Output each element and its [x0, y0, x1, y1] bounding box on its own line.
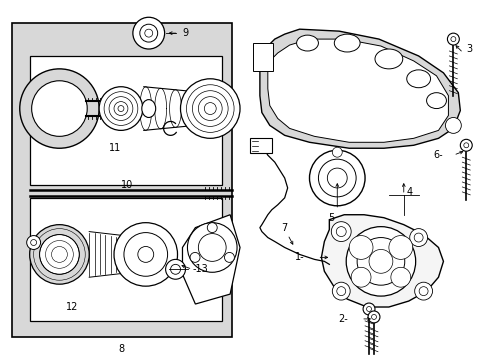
Text: 1-: 1-: [294, 252, 304, 262]
Circle shape: [198, 96, 222, 121]
Circle shape: [336, 227, 346, 237]
Text: 11: 11: [109, 143, 121, 153]
Circle shape: [371, 314, 376, 319]
Polygon shape: [12, 23, 232, 337]
Circle shape: [27, 235, 41, 249]
Circle shape: [356, 238, 404, 285]
Circle shape: [224, 252, 234, 262]
Circle shape: [114, 102, 128, 116]
Circle shape: [348, 235, 372, 260]
Circle shape: [350, 267, 370, 287]
Text: 10: 10: [121, 180, 133, 190]
Circle shape: [336, 287, 345, 296]
Circle shape: [20, 69, 99, 148]
Polygon shape: [259, 29, 459, 148]
Text: 2-: 2-: [338, 314, 347, 324]
Text: 3: 3: [466, 44, 471, 54]
Polygon shape: [30, 56, 222, 185]
Circle shape: [170, 264, 180, 274]
Circle shape: [447, 33, 458, 45]
Text: -13: -13: [192, 264, 208, 274]
Circle shape: [326, 168, 346, 188]
Circle shape: [180, 79, 240, 138]
Circle shape: [346, 227, 415, 296]
Circle shape: [104, 92, 138, 125]
Circle shape: [31, 239, 37, 246]
Text: 9: 9: [182, 28, 188, 38]
Circle shape: [204, 103, 216, 114]
Circle shape: [414, 282, 432, 300]
Circle shape: [118, 105, 123, 112]
Circle shape: [409, 229, 427, 247]
Circle shape: [445, 117, 460, 133]
Circle shape: [123, 233, 167, 276]
Text: 12: 12: [66, 302, 79, 312]
Circle shape: [450, 37, 455, 41]
Circle shape: [40, 235, 79, 274]
Bar: [249, 138, 271, 153]
Ellipse shape: [142, 100, 155, 117]
Circle shape: [459, 139, 471, 151]
Polygon shape: [182, 215, 240, 304]
Circle shape: [190, 252, 200, 262]
Ellipse shape: [426, 93, 446, 109]
Polygon shape: [321, 215, 443, 307]
Circle shape: [309, 150, 365, 206]
Circle shape: [114, 223, 177, 286]
Text: 5: 5: [327, 213, 334, 223]
Circle shape: [318, 159, 355, 197]
Text: 6-: 6-: [433, 150, 443, 160]
Circle shape: [390, 267, 410, 287]
Circle shape: [413, 233, 422, 242]
Circle shape: [198, 234, 225, 261]
Circle shape: [140, 24, 157, 42]
Circle shape: [32, 81, 87, 136]
Ellipse shape: [334, 34, 359, 52]
Circle shape: [186, 85, 234, 132]
Circle shape: [165, 260, 185, 279]
Circle shape: [366, 306, 371, 311]
Text: 7: 7: [281, 222, 287, 233]
Circle shape: [332, 282, 349, 300]
Text: 4: 4: [406, 187, 412, 197]
Circle shape: [388, 235, 412, 260]
Ellipse shape: [296, 35, 318, 51]
Polygon shape: [267, 39, 447, 142]
Circle shape: [418, 287, 427, 296]
Circle shape: [192, 91, 228, 126]
Circle shape: [187, 223, 237, 272]
Circle shape: [109, 96, 133, 121]
Circle shape: [144, 29, 152, 37]
Circle shape: [30, 225, 89, 284]
Circle shape: [332, 147, 342, 157]
Circle shape: [368, 249, 392, 273]
Circle shape: [367, 311, 379, 323]
Circle shape: [207, 223, 217, 233]
Ellipse shape: [406, 70, 429, 88]
Polygon shape: [30, 198, 222, 321]
Text: 8: 8: [118, 344, 124, 354]
Ellipse shape: [374, 49, 402, 69]
Circle shape: [99, 87, 142, 130]
Circle shape: [138, 247, 153, 262]
Bar: [252, 43, 272, 71]
Circle shape: [331, 222, 350, 242]
Circle shape: [362, 303, 374, 315]
Circle shape: [133, 17, 164, 49]
Circle shape: [463, 143, 468, 148]
